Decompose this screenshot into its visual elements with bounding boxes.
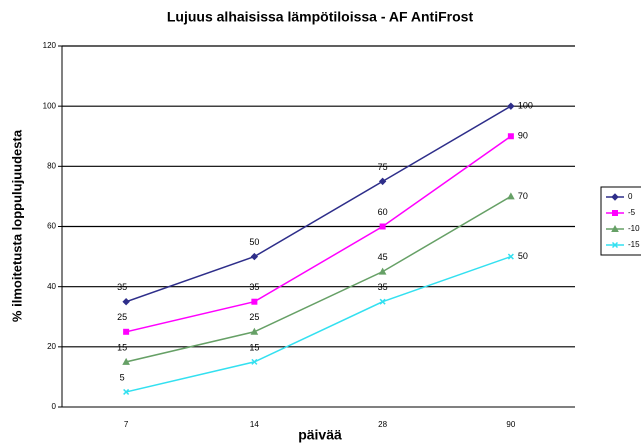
- legend-label: -10: [628, 224, 640, 233]
- data-label: 15: [249, 342, 259, 352]
- data-label: 5: [120, 372, 125, 382]
- marker: [251, 358, 258, 365]
- data-label: 50: [249, 237, 259, 247]
- data-label: 35: [378, 282, 388, 292]
- data-label: 45: [378, 252, 388, 262]
- data-label: 70: [518, 191, 528, 201]
- legend-marker: [612, 210, 618, 216]
- legend-marker: [611, 241, 619, 249]
- data-label: 100: [518, 101, 533, 111]
- data-label: 50: [518, 251, 528, 261]
- marker: [250, 327, 259, 335]
- series-line: [125, 255, 512, 393]
- series-line: [125, 135, 512, 333]
- marker: [379, 298, 386, 305]
- y-axis-label: % ilmoitetusta loppulujuudesta: [9, 129, 24, 322]
- data-label: 60: [378, 207, 388, 217]
- x-tick-label: 28: [378, 420, 387, 429]
- legend-marker: [611, 224, 619, 232]
- y-tick-label: 0: [52, 402, 57, 411]
- marker: [378, 177, 387, 186]
- series-line: [125, 105, 512, 303]
- data-label: 15: [117, 342, 127, 352]
- marker: [122, 298, 130, 306]
- y-tick-label: 100: [43, 101, 57, 110]
- y-tick-label: 20: [47, 342, 56, 351]
- x-tick-label: 14: [250, 420, 259, 429]
- marker: [507, 253, 514, 260]
- x-axis-label: päivää: [298, 427, 342, 443]
- y-tick-label: 60: [47, 222, 56, 231]
- marker: [122, 357, 130, 365]
- legend-label: -15: [628, 240, 640, 249]
- marker: [507, 133, 514, 140]
- legend-label: 0: [628, 192, 633, 201]
- marker: [507, 102, 515, 110]
- marker: [251, 298, 258, 305]
- data-label: 75: [378, 162, 388, 172]
- series-line: [125, 195, 512, 363]
- x-tick-label: 7: [124, 420, 129, 429]
- marker: [378, 267, 387, 275]
- data-label: 90: [518, 131, 528, 141]
- y-tick-label: 40: [47, 282, 56, 291]
- marker: [507, 192, 515, 200]
- legend-marker: [611, 193, 619, 201]
- data-label: 25: [117, 312, 127, 322]
- chart-title: Lujuus alhaisissa lämpötiloissa - AF Ant…: [167, 9, 474, 25]
- marker: [250, 252, 259, 261]
- marker: [379, 223, 386, 230]
- y-tick-label: 80: [47, 161, 56, 170]
- data-label: 25: [249, 312, 259, 322]
- marker: [123, 328, 130, 335]
- y-tick-label: 120: [43, 41, 57, 50]
- legend-label: -5: [628, 208, 636, 217]
- legend-box: [600, 186, 641, 256]
- x-tick-label: 90: [506, 420, 515, 429]
- data-label: 35: [249, 282, 259, 292]
- data-label: 35: [117, 282, 127, 292]
- marker: [123, 388, 130, 395]
